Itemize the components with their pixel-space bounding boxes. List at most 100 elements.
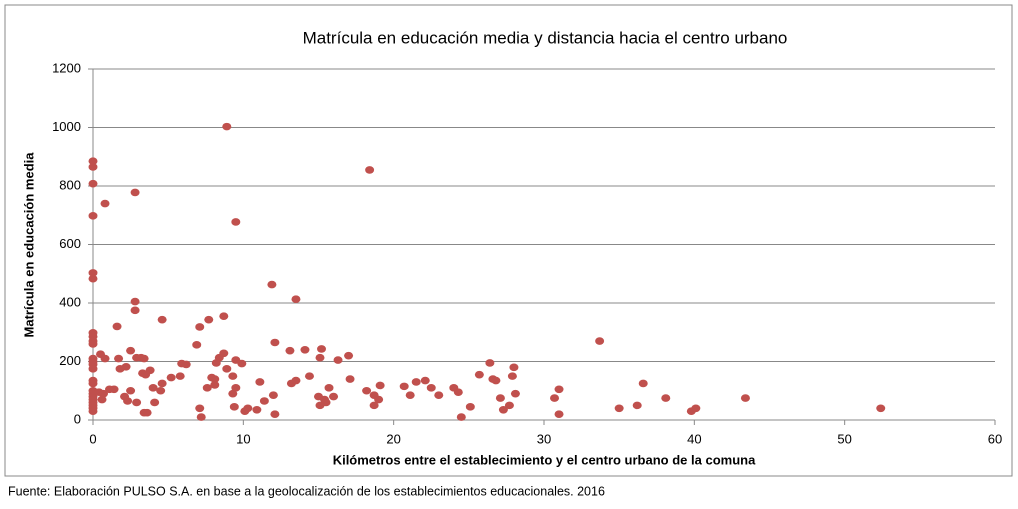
- point: [291, 295, 301, 303]
- point: [130, 297, 140, 306]
- point: [495, 394, 505, 402]
- x-tick-label: 60: [988, 431, 1002, 446]
- point: [88, 163, 98, 171]
- y-axis-title: Matrícula en educación media: [21, 152, 36, 338]
- point: [507, 372, 517, 380]
- chart-border: [4, 4, 1013, 477]
- point: [554, 385, 564, 394]
- point: [237, 359, 247, 368]
- point: [465, 403, 475, 411]
- point: [157, 379, 167, 388]
- point: [344, 351, 354, 360]
- point: [166, 373, 176, 382]
- point: [142, 408, 152, 417]
- x-axis-title: Kilómetros entre el establecimiento y el…: [333, 452, 756, 467]
- point: [195, 323, 205, 331]
- point: [740, 394, 750, 402]
- point: [270, 410, 280, 418]
- x-tick-label: 40: [687, 431, 701, 446]
- point: [315, 353, 325, 362]
- point: [504, 401, 514, 410]
- chart-title: Matrícula en educación media y distancia…: [303, 28, 788, 47]
- point: [115, 365, 125, 373]
- point: [240, 407, 250, 416]
- point: [229, 403, 239, 411]
- point: [362, 386, 372, 395]
- point: [132, 398, 142, 407]
- point: [88, 179, 98, 188]
- y-tick-label: 200: [59, 353, 81, 368]
- y-tick-label: 400: [59, 294, 81, 309]
- point: [204, 315, 214, 324]
- point: [231, 218, 241, 226]
- point: [97, 395, 107, 404]
- point: [126, 346, 136, 355]
- point: [252, 405, 262, 414]
- point: [554, 410, 564, 418]
- point: [130, 306, 140, 315]
- point: [426, 384, 436, 392]
- point: [132, 353, 142, 362]
- point: [510, 389, 520, 398]
- point: [222, 122, 232, 131]
- y-tick-label: 1200: [52, 60, 81, 75]
- point: [88, 274, 98, 283]
- point: [181, 360, 191, 369]
- point: [453, 388, 463, 397]
- point: [175, 372, 185, 380]
- point: [632, 401, 642, 410]
- point: [228, 389, 238, 398]
- point: [196, 413, 206, 421]
- point: [267, 280, 277, 289]
- point: [156, 386, 166, 395]
- point: [405, 391, 415, 399]
- point: [374, 395, 384, 404]
- point: [130, 188, 140, 197]
- point: [195, 404, 205, 413]
- point: [126, 386, 136, 395]
- point: [88, 379, 98, 388]
- x-tick-label: 0: [89, 431, 96, 446]
- point: [222, 365, 232, 373]
- point: [114, 354, 124, 363]
- point: [148, 384, 158, 392]
- point: [324, 384, 334, 392]
- point: [228, 372, 238, 380]
- point: [112, 322, 122, 331]
- point: [498, 405, 508, 414]
- point: [109, 385, 119, 394]
- point: [661, 394, 671, 402]
- point: [270, 338, 280, 347]
- point: [291, 376, 301, 385]
- point: [474, 370, 484, 379]
- point: [300, 346, 310, 354]
- point: [210, 381, 220, 389]
- point: [88, 365, 98, 373]
- y-tick-label: 0: [74, 411, 81, 426]
- point: [595, 337, 605, 345]
- y-tick-label: 800: [59, 177, 81, 192]
- point: [456, 413, 466, 421]
- point: [304, 372, 314, 380]
- point: [211, 359, 221, 367]
- point: [485, 359, 495, 367]
- point: [509, 363, 519, 372]
- point: [420, 376, 430, 385]
- point: [88, 157, 98, 165]
- source-note: Fuente: Elaboración PULSO S.A. en base a…: [8, 484, 605, 498]
- point: [88, 340, 98, 348]
- x-tick-label: 30: [537, 431, 551, 446]
- point: [345, 375, 355, 383]
- x-tick-label: 20: [386, 431, 400, 446]
- point: [491, 376, 501, 385]
- point: [231, 384, 241, 392]
- point: [120, 392, 130, 401]
- point: [141, 370, 151, 379]
- point: [88, 212, 98, 220]
- point: [139, 354, 149, 363]
- point: [150, 398, 160, 407]
- point: [268, 391, 278, 399]
- point: [219, 312, 229, 320]
- point: [333, 356, 343, 364]
- point: [192, 341, 202, 349]
